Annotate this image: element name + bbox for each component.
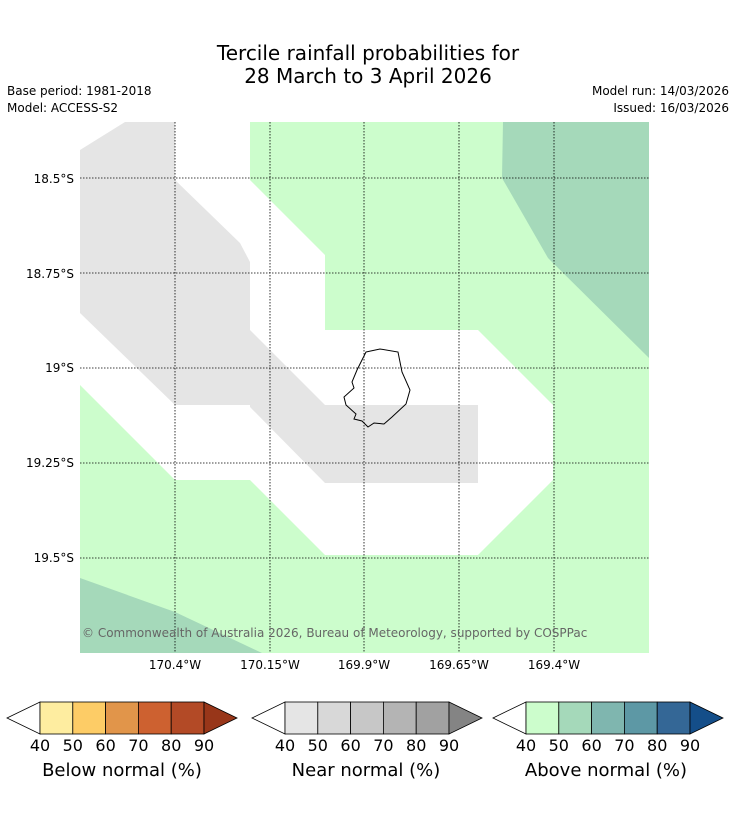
colorbar-tick-label: 90 — [680, 736, 700, 755]
lat-label-2: 18.75°S — [26, 267, 74, 281]
chart-title-line2: 28 March to 3 April 2026 — [244, 64, 492, 88]
colorbar-tick-label: 50 — [308, 736, 328, 755]
colorbar-segment — [558, 701, 592, 735]
colorbar-tick-label: 80 — [161, 736, 181, 755]
model-run: Model run: 14/03/2026 — [591, 84, 729, 98]
colorbar-tick-label: 40 — [275, 736, 295, 755]
colorbar-segment — [72, 701, 107, 735]
colorbar-tick-label: 70 — [373, 736, 393, 755]
colorbar-extend-low — [6, 701, 41, 735]
colorbar-segment — [350, 701, 384, 735]
colorbar-extend-high — [203, 701, 238, 735]
colorbar-segment — [105, 701, 139, 735]
colorbar-segment — [525, 701, 560, 735]
colorbar-tick-label: 50 — [63, 736, 83, 755]
probability-map — [80, 122, 649, 653]
colorbar-tick-label: 70 — [614, 736, 634, 755]
colorbar-segment — [170, 701, 205, 735]
lon-label-5: 169.4°W — [528, 658, 580, 672]
colorbar-segment — [137, 701, 172, 735]
lon-label-1: 170.4°W — [149, 658, 201, 672]
colorbar-tick-label: 60 — [340, 736, 360, 755]
colorbar-segment — [317, 701, 351, 735]
lat-label-1: 18.5°S — [34, 172, 74, 186]
colorbar-segment — [284, 701, 319, 735]
meta-right: Model run: 14/03/2026 Issued: 16/03/2026 — [592, 83, 729, 117]
base-period: Base period: 1981-2018 — [7, 84, 152, 98]
lon-label-2: 170.15°W — [240, 658, 300, 672]
island-outline — [343, 348, 411, 428]
above-normal-region-southwest — [80, 578, 262, 653]
colorbar-segment — [624, 701, 658, 735]
colorbar-tick-label: 50 — [549, 736, 569, 755]
issued-date: Issued: 16/03/2026 — [613, 101, 729, 115]
colorbar-segment — [39, 701, 74, 735]
colorbar-extend-low — [251, 701, 286, 735]
colorbar-label-above-normal: Above normal (%) — [524, 760, 688, 781]
lon-label-4: 169.65°W — [429, 658, 489, 672]
lat-label-4: 19.25°S — [26, 456, 74, 470]
colorbar-tick-label: 40 — [516, 736, 536, 755]
copyright-notice: © Commonwealth of Australia 2026, Bureau… — [82, 626, 587, 640]
colorbar-extend-high — [689, 701, 724, 735]
colorbar-segment — [656, 701, 691, 735]
colorbar-tick-label: 90 — [194, 736, 214, 755]
colorbar-extend-low — [492, 701, 527, 735]
colorbar-tick-label: 80 — [647, 736, 667, 755]
colorbar-segment — [415, 701, 450, 735]
colorbar-label-below-normal: Below normal (%) — [42, 760, 202, 781]
colorbar-extend-high — [448, 701, 483, 735]
colorbar-segment — [382, 701, 417, 735]
colorbar-tick-label: 60 — [581, 736, 601, 755]
colorbar-tick-label: 60 — [95, 736, 115, 755]
colorbar-below-normal: 40 50 60 70 80 90 — [6, 701, 238, 755]
chart-title-line1: Tercile rainfall probabilities for — [216, 41, 520, 65]
colorbar-label-near-normal: Near normal (%) — [291, 760, 441, 781]
above-normal-region-northeast — [502, 122, 649, 358]
lat-label-3: 19°S — [45, 361, 74, 375]
near-normal-region-centre — [175, 405, 478, 483]
colorbar-tick-label: 40 — [30, 736, 50, 755]
colorbar-tick-label: 80 — [406, 736, 426, 755]
colorbar-tick-label: 90 — [439, 736, 459, 755]
colorbar-near-normal: 40 50 60 70 80 90 — [251, 701, 483, 755]
lat-label-5: 19.5°S — [34, 551, 74, 565]
near-normal-region-northwest — [80, 122, 325, 405]
above-normal-region-north — [80, 122, 649, 653]
colorbar-tick-label: 70 — [128, 736, 148, 755]
gridlines — [80, 122, 649, 653]
lon-label-3: 169.9°W — [338, 658, 390, 672]
meta-left: Base period: 1981-2018 Model: ACCESS-S2 — [7, 83, 152, 117]
colorbar-segment — [591, 701, 625, 735]
colorbar-above-normal: 40 50 60 70 80 90 — [492, 701, 724, 755]
model-name: Model: ACCESS-S2 — [7, 101, 119, 115]
